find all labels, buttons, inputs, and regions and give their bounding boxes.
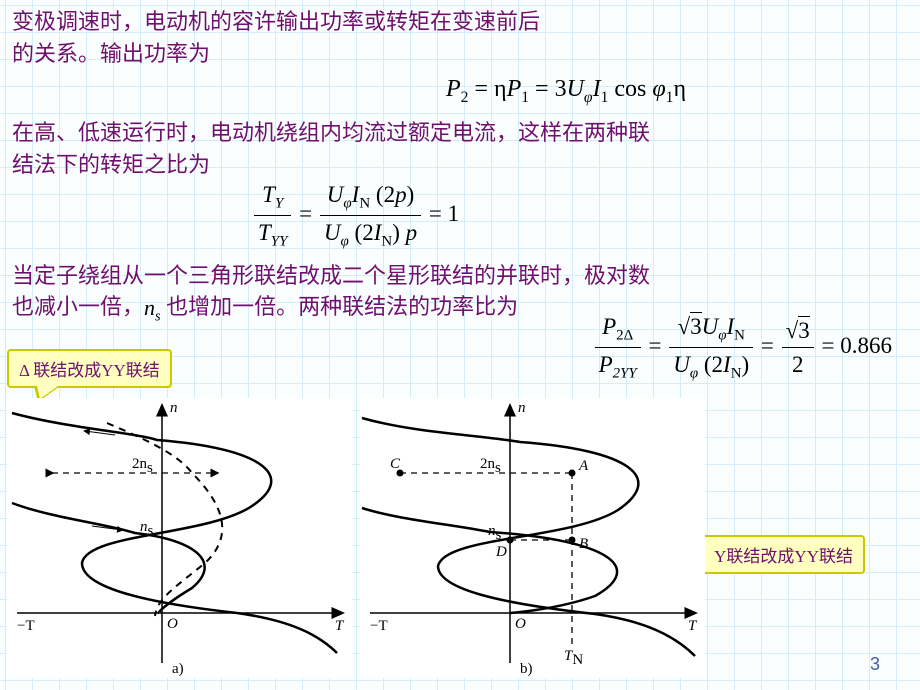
- callout-y-to-yy: Y联结改成YY联结: [702, 535, 865, 574]
- svg-text:D: D: [495, 544, 507, 560]
- paragraph-1: 变极调速时，电动机的容许输出功率或转矩在变速前后 的关系。输出功率为: [12, 6, 910, 70]
- page-number: 3: [870, 654, 880, 675]
- equation-1: P2 = ηP1 = 3UφI1 cos φ1η: [12, 72, 910, 109]
- svg-text:T: T: [688, 618, 698, 634]
- p2-line2: 结法下的转矩之比为: [12, 152, 210, 177]
- p1-line2: 的关系。输出功率为: [12, 41, 210, 66]
- diagram-a: n T −T O 2ns ns a): [7, 398, 352, 678]
- callout-left-text: Δ 联结改成YY联结: [19, 361, 160, 380]
- p3-line2b: 也增加一倍。两种联结法的功率比为: [161, 294, 519, 319]
- svg-text:C: C: [390, 456, 401, 472]
- svg-text:ns: ns: [488, 523, 502, 543]
- svg-text:A: A: [578, 458, 589, 474]
- svg-text:O: O: [167, 616, 178, 632]
- equation-2: TYTYY = UφIN (2p) Uφ (2IN) p = 1: [12, 178, 910, 254]
- svg-text:B: B: [579, 536, 588, 552]
- callout-right-text: Y联结改成YY联结: [714, 547, 853, 566]
- paragraph-2: 在高、低速运行时，电动机绕组内均流过额定电流，这样在两种联 结法下的转矩之比为: [12, 117, 910, 181]
- svg-text:n: n: [518, 400, 526, 416]
- svg-text:O: O: [515, 616, 526, 632]
- svg-text:T: T: [335, 618, 345, 634]
- slide-content: 变极调速时，电动机的容许输出功率或转矩在变速前后 的关系。输出功率为 P2 = …: [0, 0, 920, 327]
- svg-text:b): b): [520, 661, 533, 677]
- svg-text:−T: −T: [370, 618, 388, 634]
- p1-line1: 变极调速时，电动机的容许输出功率或转矩在变速前后: [12, 9, 540, 34]
- diagram-b: n T −T O 2ns ns A B C D TN b): [360, 398, 705, 678]
- callout-delta-to-yy: Δ 联结改成YY联结: [7, 349, 172, 388]
- svg-text:n: n: [170, 400, 178, 416]
- ns-symbol: ns: [144, 292, 161, 327]
- p3-line2a: 也减小一倍，: [12, 294, 144, 319]
- equation-3: P2ΔP2YY = √3UφIN Uφ (2IN) = √32 = 0.866: [593, 310, 892, 386]
- svg-text:−T: −T: [17, 618, 35, 634]
- p3-line1: 当定子绕组从一个三角形联结改成二个星形联结的并联时，极对数: [12, 263, 650, 288]
- svg-text:TN: TN: [564, 648, 583, 668]
- p2-line1: 在高、低速运行时，电动机绕组内均流过额定电流，这样在两种联: [12, 120, 650, 145]
- svg-text:a): a): [172, 661, 184, 677]
